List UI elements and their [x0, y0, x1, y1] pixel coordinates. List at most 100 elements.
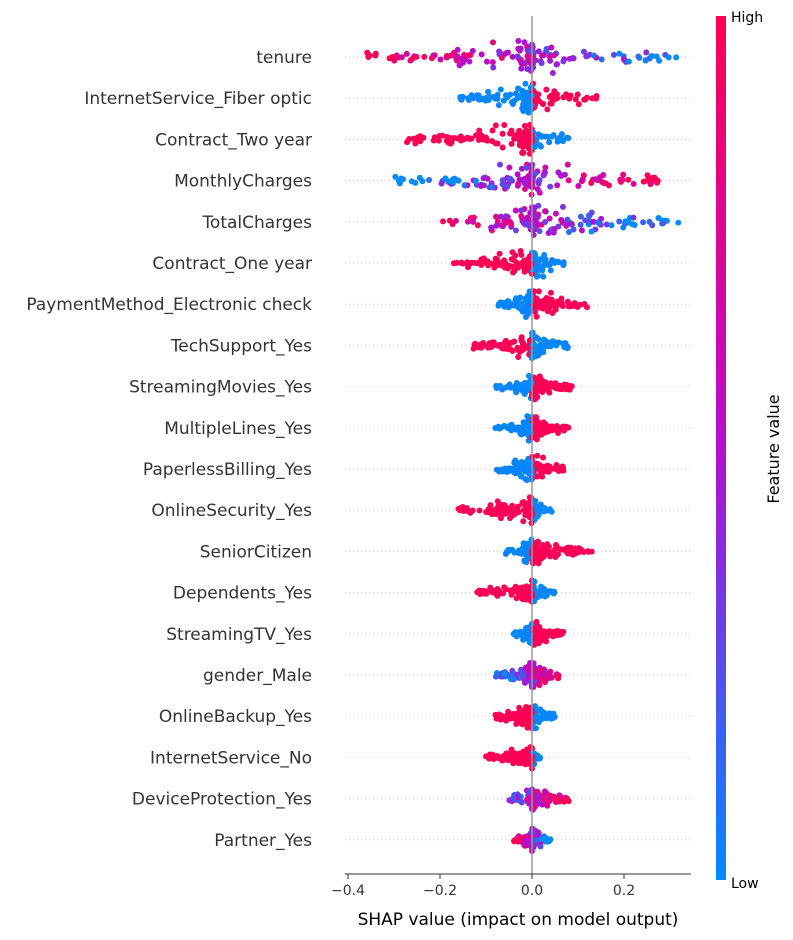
- shap-point: [572, 96, 579, 103]
- shap-point: [547, 57, 554, 64]
- shap-point: [461, 182, 468, 189]
- shap-point: [470, 345, 477, 352]
- shap-point: [505, 304, 512, 311]
- shap-point: [392, 173, 399, 180]
- feature-label: SeniorCitizen: [200, 542, 312, 562]
- shap-point: [478, 262, 485, 268]
- shap-point: [483, 94, 490, 101]
- shap-point: [520, 636, 527, 643]
- shap-point: [545, 262, 552, 269]
- shap-point: [565, 177, 572, 184]
- shap-point: [625, 219, 632, 226]
- shap-point: [450, 260, 457, 267]
- shap-point: [513, 295, 520, 302]
- shap-point: [523, 164, 530, 171]
- shap-point: [510, 269, 517, 276]
- shap-point: [517, 300, 524, 307]
- shap-point: [589, 95, 596, 102]
- shap-point: [543, 86, 550, 93]
- shap-point: [524, 47, 531, 54]
- shap-point: [440, 218, 446, 225]
- shap-point: [516, 176, 523, 183]
- shap-point: [517, 759, 524, 766]
- shap-point: [619, 176, 626, 183]
- shap-point: [505, 49, 512, 56]
- shap-point: [544, 308, 551, 315]
- feature-label: TechSupport_Yes: [170, 336, 312, 356]
- shap-point: [463, 135, 470, 142]
- shap-point: [512, 207, 519, 214]
- shap-point: [514, 264, 521, 271]
- shap-point: [546, 301, 553, 308]
- shap-point: [534, 265, 541, 272]
- shap-point: [509, 507, 516, 514]
- shap-point: [552, 795, 559, 802]
- shap-point: [465, 95, 472, 102]
- shap-point: [532, 674, 539, 681]
- shap-point: [503, 717, 510, 724]
- shap-point: [551, 88, 558, 95]
- shap-point: [660, 220, 667, 227]
- feature-label: TotalCharges: [201, 213, 312, 233]
- shap-point: [603, 221, 610, 228]
- shap-point: [575, 183, 582, 189]
- shap-point: [496, 424, 503, 431]
- shap-point: [643, 49, 650, 56]
- shap-point: [559, 203, 566, 210]
- shap-point: [546, 215, 553, 222]
- shap-point: [535, 48, 542, 55]
- shap-point: [443, 54, 450, 61]
- shap-point: [518, 165, 525, 172]
- shap-point: [539, 713, 546, 720]
- shap-point: [533, 418, 540, 425]
- shap-point: [515, 353, 522, 360]
- shap-point: [520, 419, 527, 426]
- shap-point: [575, 101, 582, 108]
- shap-point: [534, 788, 541, 795]
- shap-point: [534, 186, 541, 193]
- shap-point: [551, 225, 558, 232]
- shap-point: [544, 802, 551, 809]
- shap-point: [531, 598, 538, 605]
- shap-point: [548, 44, 555, 51]
- shap-point: [521, 186, 528, 193]
- shap-point: [513, 389, 520, 396]
- shap-point: [568, 549, 575, 556]
- shap-point: [532, 714, 539, 721]
- shap-point: [531, 144, 538, 151]
- shap-point: [518, 136, 525, 143]
- shap-point: [522, 383, 529, 390]
- shap-point: [488, 224, 495, 231]
- shap-point: [524, 214, 531, 221]
- shap-point: [447, 135, 454, 142]
- shap-point: [533, 618, 540, 625]
- shap-point: [541, 585, 548, 592]
- shap-point: [484, 175, 491, 182]
- shap-point: [524, 413, 531, 420]
- shap-point: [490, 339, 497, 346]
- shap-point: [517, 720, 524, 727]
- shap-point: [532, 837, 539, 844]
- shap-point: [531, 204, 538, 211]
- shap-point: [430, 52, 437, 59]
- shap-point: [535, 719, 542, 726]
- shap-point: [506, 381, 513, 388]
- feature-label: InternetService_No: [150, 748, 312, 768]
- shap-point: [364, 49, 371, 56]
- shap-point: [539, 676, 546, 683]
- shap-point: [588, 180, 595, 187]
- shap-point: [540, 263, 547, 270]
- shap-point: [519, 87, 526, 94]
- shap-point: [590, 52, 597, 59]
- shap-point: [563, 547, 570, 554]
- shap-point: [545, 836, 552, 843]
- shap-point: [389, 53, 396, 60]
- shap-point: [485, 509, 492, 516]
- shap-point: [534, 394, 541, 401]
- shap-point: [495, 712, 502, 719]
- shap-point: [546, 389, 553, 396]
- shap-point: [522, 510, 529, 517]
- shap-point: [564, 797, 571, 804]
- shap-point: [522, 837, 529, 844]
- shap-point: [625, 58, 632, 65]
